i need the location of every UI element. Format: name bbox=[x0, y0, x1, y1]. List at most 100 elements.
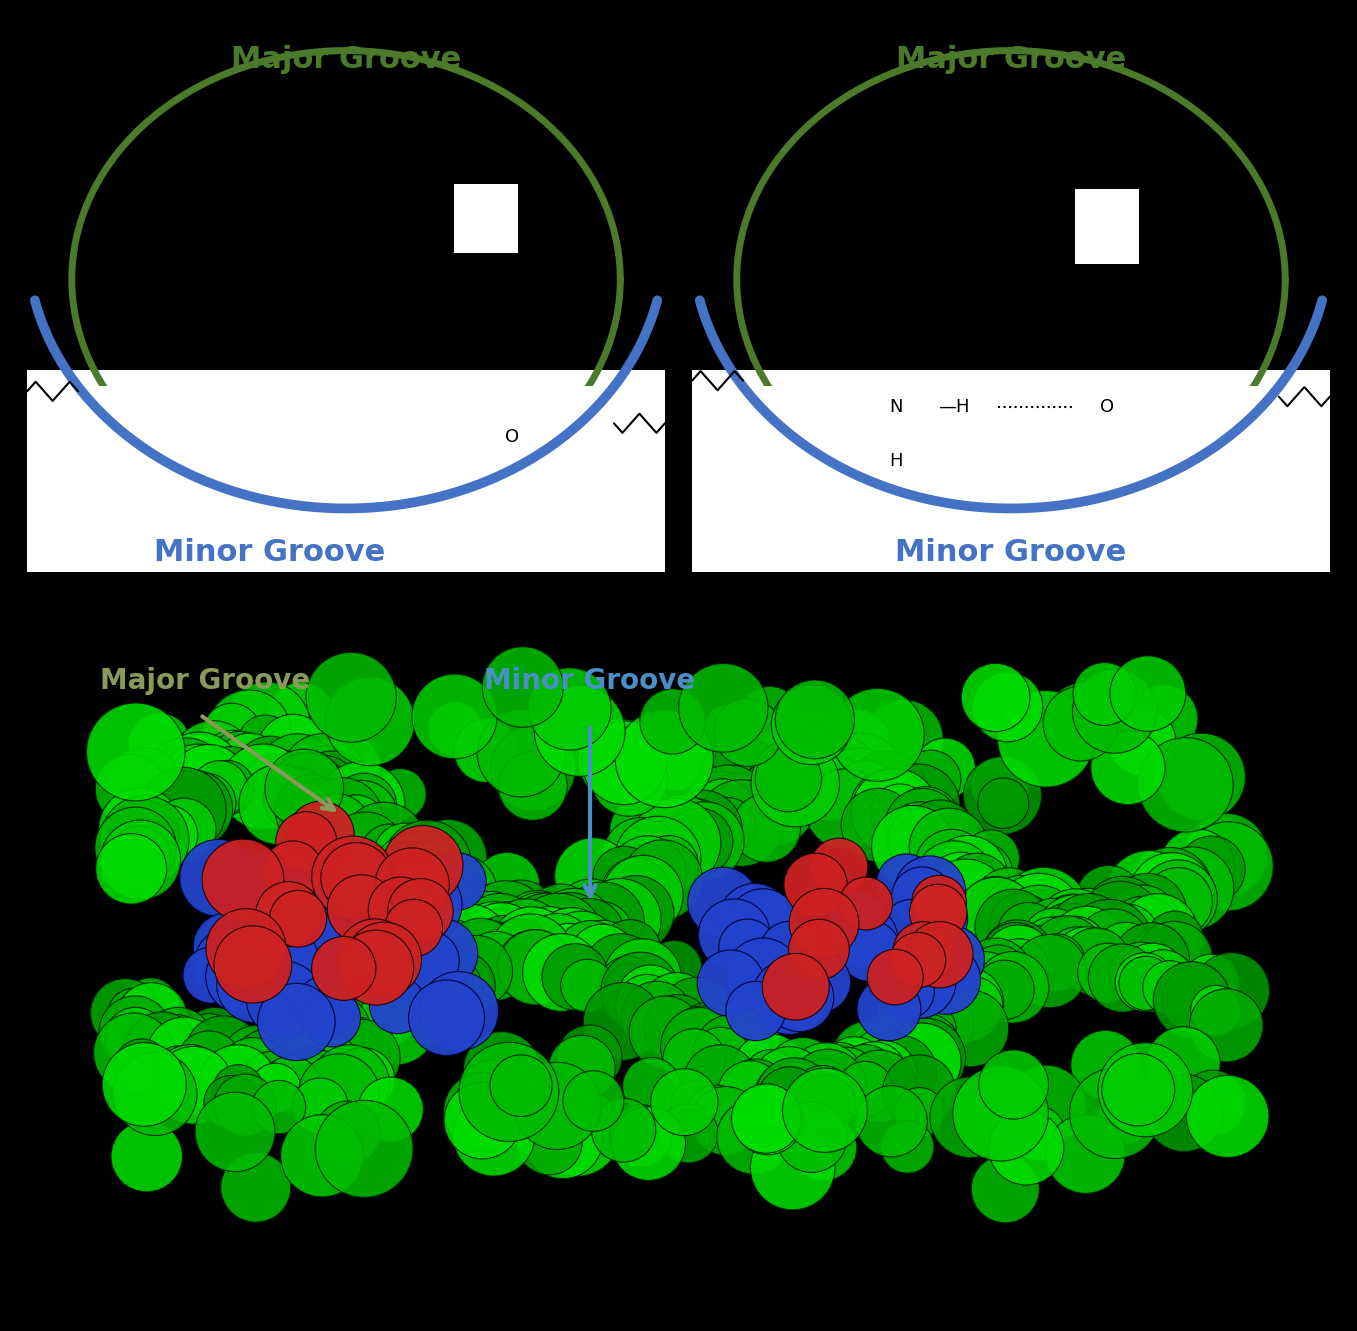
Circle shape bbox=[699, 797, 756, 853]
Circle shape bbox=[1145, 1074, 1223, 1151]
Circle shape bbox=[375, 768, 426, 820]
Circle shape bbox=[206, 940, 280, 1014]
Circle shape bbox=[514, 893, 604, 981]
Circle shape bbox=[261, 870, 331, 941]
Circle shape bbox=[315, 1101, 413, 1198]
Circle shape bbox=[887, 808, 953, 872]
Circle shape bbox=[560, 960, 613, 1012]
Circle shape bbox=[301, 777, 383, 860]
Circle shape bbox=[1107, 708, 1177, 775]
Circle shape bbox=[383, 825, 463, 905]
Circle shape bbox=[522, 1099, 603, 1179]
Circle shape bbox=[908, 889, 968, 949]
Text: Minor Groove: Minor Groove bbox=[896, 538, 1126, 567]
Circle shape bbox=[790, 952, 851, 1013]
Circle shape bbox=[156, 732, 242, 817]
Circle shape bbox=[778, 721, 860, 805]
Circle shape bbox=[398, 961, 467, 1029]
Circle shape bbox=[750, 739, 840, 827]
Circle shape bbox=[703, 704, 757, 757]
Circle shape bbox=[600, 956, 657, 1013]
Circle shape bbox=[966, 945, 1030, 1008]
Circle shape bbox=[282, 737, 350, 804]
Circle shape bbox=[767, 744, 826, 804]
Circle shape bbox=[372, 952, 441, 1020]
Circle shape bbox=[885, 1018, 966, 1098]
Circle shape bbox=[612, 1107, 685, 1181]
Circle shape bbox=[885, 788, 961, 864]
Circle shape bbox=[1048, 893, 1129, 974]
Circle shape bbox=[806, 1042, 870, 1106]
Circle shape bbox=[915, 964, 989, 1037]
Circle shape bbox=[870, 784, 930, 843]
Circle shape bbox=[1094, 904, 1159, 969]
Circle shape bbox=[452, 892, 528, 966]
Circle shape bbox=[392, 856, 449, 912]
Circle shape bbox=[123, 1020, 175, 1071]
Circle shape bbox=[697, 950, 764, 1017]
Circle shape bbox=[841, 788, 915, 861]
Circle shape bbox=[419, 972, 498, 1050]
Circle shape bbox=[817, 735, 897, 815]
Circle shape bbox=[1071, 1030, 1140, 1099]
Circle shape bbox=[326, 812, 404, 890]
Circle shape bbox=[1056, 888, 1120, 952]
Circle shape bbox=[1076, 909, 1151, 982]
Circle shape bbox=[486, 898, 566, 978]
Circle shape bbox=[153, 1045, 225, 1117]
Circle shape bbox=[930, 836, 1007, 913]
Circle shape bbox=[858, 977, 921, 1041]
Circle shape bbox=[658, 808, 718, 865]
Circle shape bbox=[213, 1065, 263, 1115]
Circle shape bbox=[894, 1087, 944, 1138]
Circle shape bbox=[1136, 921, 1213, 997]
Circle shape bbox=[201, 921, 271, 992]
Circle shape bbox=[1037, 902, 1099, 965]
Circle shape bbox=[100, 796, 189, 884]
Circle shape bbox=[953, 1066, 1049, 1161]
Circle shape bbox=[176, 1032, 242, 1095]
Circle shape bbox=[251, 1032, 322, 1103]
Circle shape bbox=[911, 945, 981, 1014]
Circle shape bbox=[152, 799, 216, 862]
Circle shape bbox=[1088, 944, 1156, 1012]
Circle shape bbox=[455, 909, 514, 969]
Circle shape bbox=[835, 760, 897, 823]
Circle shape bbox=[877, 855, 936, 913]
Circle shape bbox=[102, 1042, 186, 1126]
Circle shape bbox=[609, 836, 687, 913]
Circle shape bbox=[499, 892, 584, 976]
Circle shape bbox=[963, 757, 1042, 835]
Circle shape bbox=[892, 866, 953, 928]
Circle shape bbox=[821, 748, 897, 824]
Circle shape bbox=[839, 920, 901, 981]
Circle shape bbox=[882, 1024, 961, 1101]
Circle shape bbox=[1147, 1026, 1220, 1099]
Circle shape bbox=[787, 1042, 864, 1119]
Circle shape bbox=[441, 936, 513, 1008]
Circle shape bbox=[878, 974, 955, 1051]
Circle shape bbox=[140, 767, 227, 853]
Circle shape bbox=[1098, 1042, 1193, 1137]
Circle shape bbox=[1139, 860, 1217, 938]
Circle shape bbox=[179, 840, 258, 917]
Circle shape bbox=[893, 921, 954, 984]
Circle shape bbox=[935, 965, 995, 1025]
Circle shape bbox=[99, 996, 171, 1067]
Circle shape bbox=[1132, 926, 1189, 984]
Circle shape bbox=[99, 788, 182, 870]
Circle shape bbox=[748, 739, 837, 828]
Text: H: H bbox=[889, 451, 902, 470]
Circle shape bbox=[180, 1014, 237, 1071]
Circle shape bbox=[204, 731, 275, 803]
Circle shape bbox=[472, 901, 546, 974]
Circle shape bbox=[239, 764, 319, 845]
Circle shape bbox=[489, 914, 573, 998]
Circle shape bbox=[160, 744, 236, 820]
Circle shape bbox=[461, 902, 541, 982]
Circle shape bbox=[915, 829, 989, 902]
Circle shape bbox=[410, 820, 487, 896]
Circle shape bbox=[1178, 836, 1246, 902]
Circle shape bbox=[790, 1114, 856, 1181]
Circle shape bbox=[161, 735, 242, 815]
